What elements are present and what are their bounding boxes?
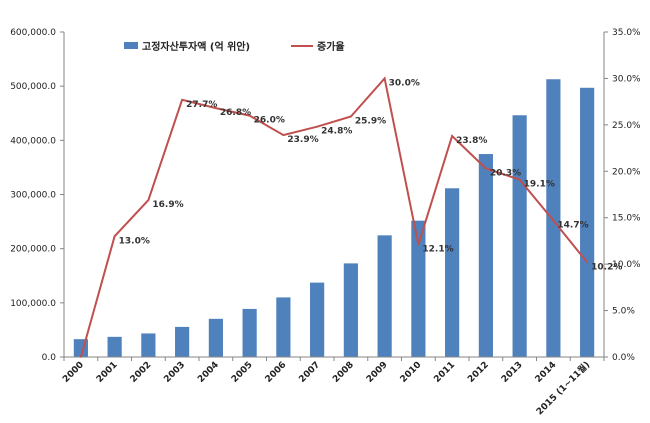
x-tick-label: 2007 xyxy=(297,360,322,385)
y-right-tick-label: 10.0% xyxy=(612,260,641,270)
y-left-tick-label: 400,000.0 xyxy=(10,136,56,146)
bar xyxy=(411,220,426,357)
line-point xyxy=(552,219,555,222)
line-data-label: 27.7% xyxy=(186,100,217,110)
y-left-tick-label: 300,000.0 xyxy=(10,191,56,201)
y-right-tick-label: 35.0% xyxy=(612,28,641,38)
line-data-label: 20.3% xyxy=(490,169,521,179)
line-data-label: 10.2% xyxy=(591,262,622,272)
line-data-label: 30.0% xyxy=(389,78,420,88)
y-right-tick-label: 20.0% xyxy=(612,167,641,177)
line-data-label: 23.8% xyxy=(456,136,487,146)
line-point xyxy=(417,243,420,246)
x-tick-label: 2008 xyxy=(331,360,356,385)
line-point xyxy=(248,114,251,117)
x-tick-label: 2006 xyxy=(264,360,289,385)
line-data-label: 12.1% xyxy=(422,245,453,255)
bar xyxy=(141,333,156,357)
line-point xyxy=(350,115,352,118)
x-tick-label: 2015 (1~11월) xyxy=(534,359,593,418)
y-right-tick-label: 30.0% xyxy=(612,74,641,84)
line-data-label: 13.0% xyxy=(119,236,150,246)
y-left-tick-label: 600,000.0 xyxy=(10,28,56,38)
bar xyxy=(377,235,392,357)
line-data-label: 23.9% xyxy=(287,135,318,145)
line-data-label: 26.8% xyxy=(220,108,251,118)
bar xyxy=(276,297,291,357)
bar xyxy=(242,308,257,357)
y-right-tick-label: 25.0% xyxy=(612,121,641,131)
legend-label-line: 증가율 xyxy=(317,40,345,53)
y-right-tick-label: 15.0% xyxy=(612,214,641,224)
line-point xyxy=(147,199,150,201)
y-left-tick-label: 200,000.0 xyxy=(10,245,56,255)
line-data-label: 14.7% xyxy=(557,221,588,231)
line-point xyxy=(80,356,82,358)
line-point xyxy=(215,107,217,109)
y-left-tick-label: 500,000.0 xyxy=(10,82,56,92)
x-tick-label: 2001 xyxy=(95,360,120,385)
bar xyxy=(343,263,358,357)
x-tick-label: 2003 xyxy=(162,360,187,385)
data-labels: 13.0% 16.9% 27.7%26.8%26.0%23.9%24.8%25.9%… xyxy=(119,78,623,272)
line-point xyxy=(282,134,285,136)
line-data-label: 19.1% xyxy=(524,180,555,190)
bar xyxy=(546,79,561,357)
bar xyxy=(107,336,122,357)
legend-swatch-bar xyxy=(124,42,138,49)
bar xyxy=(580,87,595,358)
bar xyxy=(310,282,325,357)
x-tick-label: 2005 xyxy=(230,360,255,385)
y-right-tick-label: 0.0% xyxy=(612,353,635,363)
bar xyxy=(512,115,527,357)
legend: 고정자산투자액 (억 위안) 증가율 xyxy=(124,40,345,53)
x-tick-label: 2002 xyxy=(129,360,154,385)
bar xyxy=(445,188,460,357)
line-point xyxy=(181,98,183,101)
line-point xyxy=(316,125,318,128)
y-right-tick-label: 5.0% xyxy=(612,307,635,317)
x-tick-label: 2011 xyxy=(432,360,457,385)
line-point xyxy=(485,167,487,170)
x-tick-label: 2013 xyxy=(500,360,525,385)
legend-label-bar: 고정자산투자액 (억 위안) xyxy=(142,40,250,53)
y-left-tick-label: 0.0 xyxy=(42,353,57,363)
line-data-label: 16.9% xyxy=(152,200,183,210)
y-left-tick-label: 100,000.0 xyxy=(10,299,56,309)
line-data-label: 26.0% xyxy=(254,116,285,126)
line-data-label: 25.9% xyxy=(355,117,386,127)
bar xyxy=(478,154,493,357)
x-tick-label: 2004 xyxy=(196,360,221,385)
x-tick-label: 2010 xyxy=(399,360,424,385)
line-point xyxy=(383,77,386,80)
bar-series xyxy=(73,79,595,358)
x-tick-label: 2012 xyxy=(466,360,491,385)
line-series xyxy=(79,76,588,358)
line-point xyxy=(113,235,116,238)
x-tick-label: 2000 xyxy=(61,360,86,385)
growth-rate-line xyxy=(79,76,588,358)
line-point xyxy=(451,135,453,137)
line-point xyxy=(586,261,588,264)
x-tick-label: 2009 xyxy=(365,360,390,385)
line-data-label: 24.8% xyxy=(321,127,352,137)
line-point xyxy=(518,178,521,181)
x-tick-label: 2014 xyxy=(534,360,559,385)
bar xyxy=(208,318,223,357)
bar xyxy=(175,326,190,357)
